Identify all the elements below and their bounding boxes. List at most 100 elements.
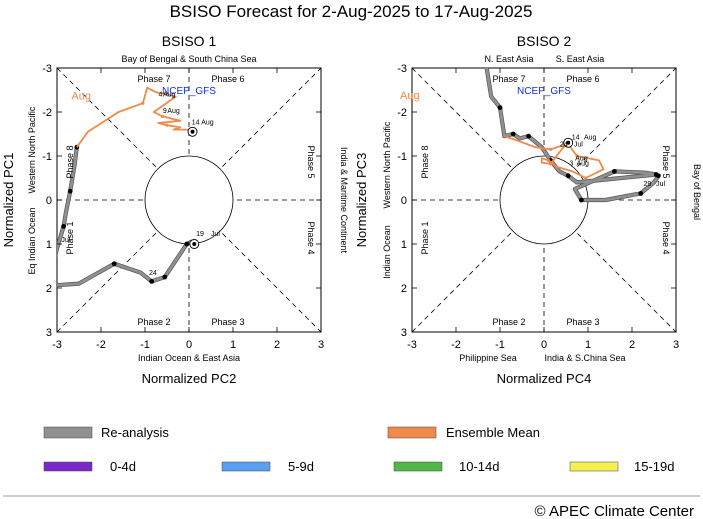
bsiso1-marker-dot <box>190 129 195 134</box>
legend-label-0-4d: 0-4d <box>110 459 136 474</box>
bsiso1-data-label: Aug <box>71 91 91 103</box>
bsiso1-phase2: Phase 2 <box>137 317 170 327</box>
bsiso2-ensemble-mean-point <box>584 176 588 180</box>
bsiso2-region-top-right: S. East Asia <box>556 54 605 64</box>
bsiso2-data-label: 29 <box>644 181 652 188</box>
bsiso2-region-bottom-right: India & S.China Sea <box>544 353 625 363</box>
bsiso2-re-analysis-point <box>526 133 531 139</box>
bsiso1-data-label: Jul <box>211 231 220 238</box>
bsiso2-region-bottom-left: Philippine Sea <box>459 353 517 363</box>
bsiso1-xtick-label: 3 <box>318 339 324 351</box>
bsiso1-title: BSISO 1 <box>162 33 217 49</box>
bsiso1-ylabel: Normalized PC1 <box>1 153 16 248</box>
legend-label-ensemble-mean: Ensemble Mean <box>446 425 540 440</box>
bsiso1-region-left-outer: Eq Indian Ocean <box>27 207 37 274</box>
bsiso2-ensemble-mean-point <box>549 147 553 151</box>
bsiso1-data-label: Aug <box>167 108 180 115</box>
bsiso2-xtick-label: 0 <box>541 339 547 351</box>
bsiso1-xtick-label: -1 <box>140 339 150 351</box>
bsiso1-ytick-label: -3 <box>42 63 52 75</box>
legend-swatch-15-19d <box>569 461 619 472</box>
bsiso2-data-label: Aug <box>575 155 588 162</box>
bsiso2-re-analysis-point <box>579 197 584 203</box>
bsiso1-ytick-label: -2 <box>42 107 52 119</box>
bsiso1-xtick-label: -2 <box>96 339 106 351</box>
bsiso1-ytick-label: -1 <box>42 151 52 163</box>
bsiso1-ensemble-mean-line <box>76 86 194 148</box>
legend-swatch-0-4d <box>43 461 93 472</box>
bsiso2-phase5: Phase 5 <box>661 145 671 178</box>
bsiso2-data-label: 3 <box>569 161 573 168</box>
bsiso1-phase8: Phase 8 <box>65 145 75 178</box>
bsiso1-ytick-label: 0 <box>46 195 52 207</box>
bsiso1-data-label: Jul <box>61 237 70 244</box>
bsiso1-xtick-label: -3 <box>52 339 62 351</box>
bsiso2-re-analysis-point <box>510 131 516 137</box>
bsiso1-region-top: Bay of Bengal & South China Sea <box>121 54 256 64</box>
bsiso2-ytick-label: 1 <box>401 239 407 251</box>
bsiso2-ytick-label: -1 <box>397 151 407 163</box>
bsiso1-data-label: 24 <box>149 270 157 277</box>
bsiso2-ensemble-mean-point <box>549 162 553 166</box>
bsiso1-xtick-label: 1 <box>230 339 236 351</box>
bsiso2-xlabel: Normalized PC4 <box>497 371 592 386</box>
bsiso1-xlabel: Normalized PC2 <box>142 371 237 386</box>
bsiso1-data-label: Aug <box>201 119 214 126</box>
bsiso2-ytick-label: 3 <box>401 327 407 339</box>
bsiso2-data-label: 24 <box>560 141 568 148</box>
bsiso2-region-left-inner: Western North Pacific <box>382 121 392 208</box>
bsiso1-re-analysis-point <box>162 274 168 280</box>
bsiso2-xtick-label: -1 <box>495 339 505 351</box>
legend-swatch-reanalysis <box>43 426 93 439</box>
bsiso2-re-analysis-point <box>653 172 659 177</box>
bsiso1-re-analysis-point <box>111 261 117 267</box>
bsiso2-re-analysis-point <box>565 173 571 179</box>
bsiso2-data-label: 14 <box>572 134 580 141</box>
bsiso1-re-analysis-point <box>149 279 155 284</box>
bsiso2-region-right: Bay of Bengal <box>692 164 702 220</box>
bsiso1-ensemble-mean-point <box>161 114 165 118</box>
bsiso1-xtick-label: 0 <box>186 339 192 351</box>
bsiso2-xtick-label: -3 <box>407 339 417 351</box>
bsiso2-xtick-label: 2 <box>629 339 635 351</box>
bsiso1-region-right: India & Maritime Continent <box>339 147 349 254</box>
legend-label-10-14d: 10-14d <box>459 459 499 474</box>
bsiso1-ytick-label: 1 <box>46 239 52 251</box>
bsiso2-ytick-label: 0 <box>401 195 407 207</box>
bsiso1-phase7: Phase 7 <box>137 74 170 84</box>
bsiso1-region-bottom: Indian Ocean & East Asia <box>138 353 240 363</box>
bsiso2-data-label: Aug <box>400 90 420 102</box>
legend-swatch-ensemble-mean <box>387 426 437 439</box>
bsiso2-phase3: Phase 3 <box>566 317 599 327</box>
bsiso1-phase3: Phase 3 <box>211 317 244 327</box>
bsiso1-re-analysis-point <box>184 241 190 247</box>
bsiso2-xtick-label: 3 <box>673 339 679 351</box>
bsiso1-ensemble-mean-point <box>165 92 169 96</box>
bsiso1-xtick-label: 2 <box>274 339 280 351</box>
bsiso1-data-label: 9 <box>163 108 167 115</box>
bsiso2-phase2: Phase 2 <box>492 317 525 327</box>
bsiso1-model-label: NCEP_GFS <box>162 86 216 97</box>
bsiso2-phase7: Phase 7 <box>492 74 525 84</box>
bsiso2-data-label: Jul <box>574 141 583 148</box>
legend-label-reanalysis: Re-analysis <box>101 425 169 440</box>
bsiso2-model-label: NCEP_GFS <box>517 86 571 97</box>
bsiso2-region-left-outer: Indian Ocean <box>382 225 392 279</box>
bsiso2-xtick-label: 1 <box>585 339 591 351</box>
bsiso2-re-analysis-point <box>612 169 617 174</box>
bsiso2-ensemble-mean-point <box>546 158 551 162</box>
bsiso1-ensemble-mean-point <box>165 123 169 127</box>
bsiso2-phase1: Phase 1 <box>420 221 430 254</box>
bsiso2-region-top-left: N. East Asia <box>484 54 533 64</box>
bsiso2-ytick-label: -2 <box>397 107 407 119</box>
bsiso2-ensemble-mean-point <box>575 154 579 158</box>
bsiso2-title: BSISO 2 <box>517 33 572 49</box>
figure-title: BSISO Forecast for 2-Aug-2025 to 17-Aug-… <box>170 2 533 21</box>
bsiso1-ensemble-mean-point <box>141 101 145 105</box>
bsiso1-ytick-label: 3 <box>46 327 52 339</box>
bsiso1-phase4: Phase 4 <box>306 221 316 254</box>
bsiso1-re-analysis-point <box>61 224 66 229</box>
bsiso2-re-analysis-point <box>638 191 644 196</box>
bsiso2-data-label: Aug <box>576 161 589 168</box>
